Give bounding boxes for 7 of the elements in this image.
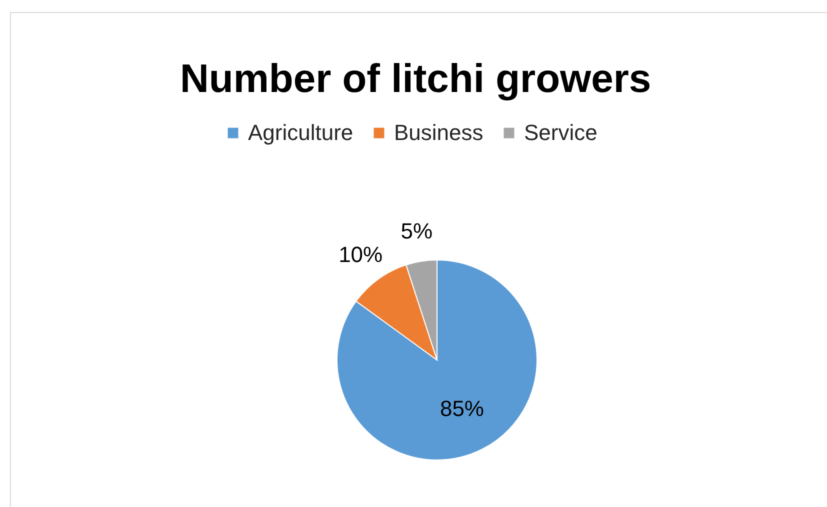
legend-label: Business bbox=[394, 120, 484, 145]
data-label: 10% bbox=[338, 242, 383, 267]
legend-label: Service bbox=[524, 120, 598, 145]
data-label: 5% bbox=[400, 218, 433, 244]
chart-title: Number of litchi growers bbox=[180, 57, 652, 101]
data-label: 85% bbox=[440, 396, 484, 422]
legend-label: Agriculture bbox=[248, 120, 354, 145]
